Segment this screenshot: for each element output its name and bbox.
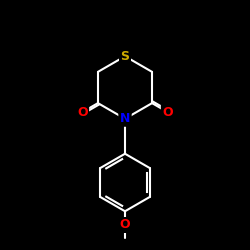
Text: O: O	[77, 106, 88, 119]
Text: O: O	[162, 106, 173, 119]
Text: O: O	[120, 218, 130, 232]
Text: S: S	[120, 50, 130, 63]
Text: N: N	[120, 112, 130, 125]
